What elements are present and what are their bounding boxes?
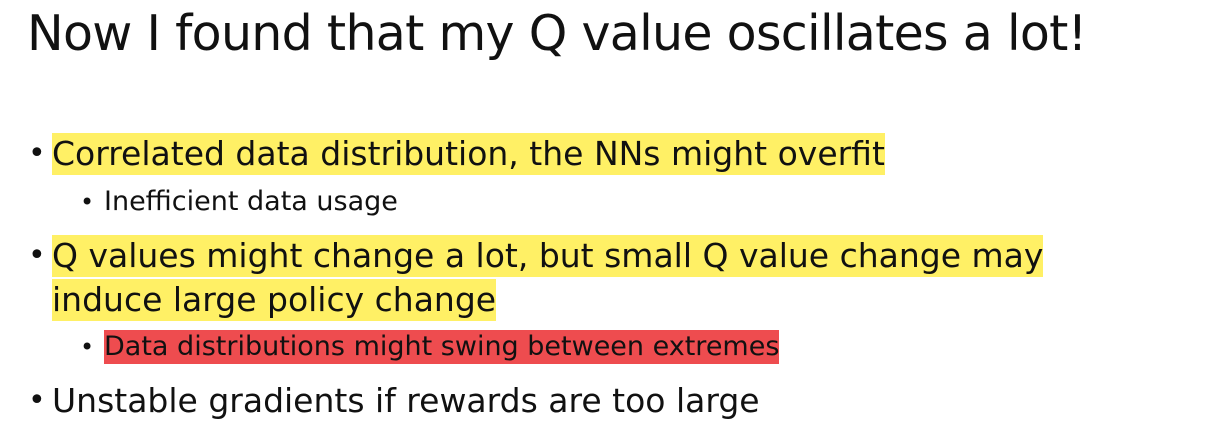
bullet-dot-icon: •	[28, 136, 46, 171]
bullet-dot-icon: •	[28, 238, 46, 273]
bullet-dot-icon: •	[80, 188, 95, 216]
bullet-text: Correlated data distribution, the NNs mi…	[52, 133, 885, 175]
bullet-text-line-1: Q values might change a lot, but small Q…	[52, 235, 1044, 277]
bullet-text-line-2: induce large policy change	[52, 279, 497, 321]
sub-bullet-text: Inefficient data usage	[104, 186, 398, 217]
slide-title: Now I found that my Q value oscillates a…	[27, 5, 1087, 62]
bullet-dot-icon: •	[28, 383, 46, 418]
bullet-dot-icon: •	[80, 333, 95, 361]
sub-bullet-text: Data distributions might swing between e…	[104, 330, 780, 364]
bullet-text: Unstable gradients if rewards are too la…	[52, 381, 760, 420]
